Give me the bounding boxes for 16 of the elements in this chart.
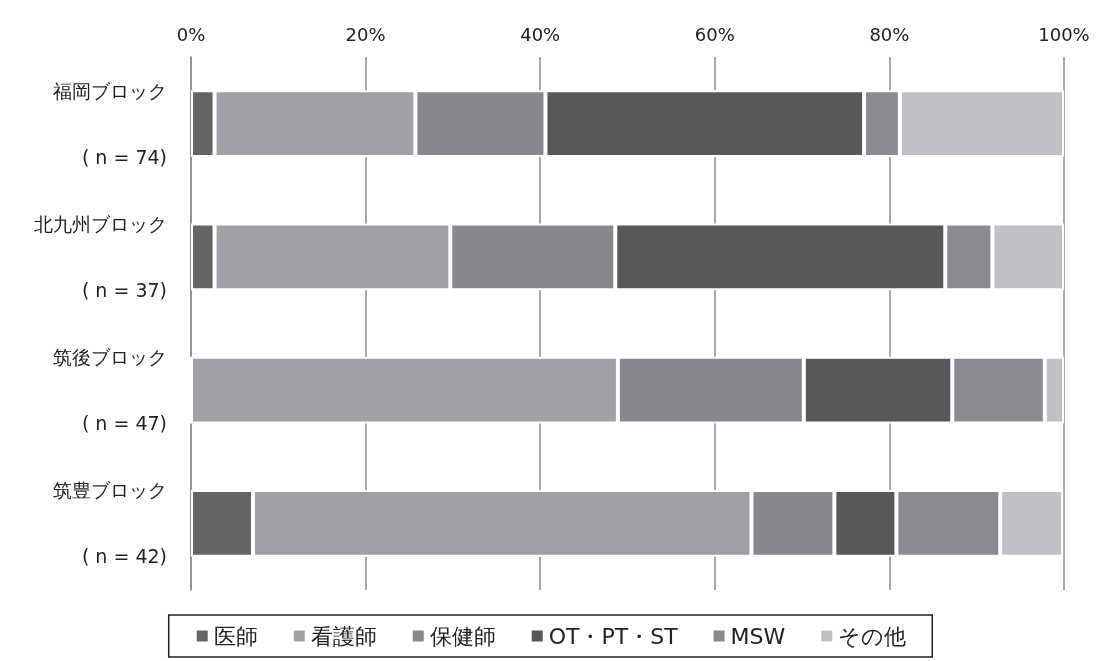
legend-label: OT・PT・ST	[548, 623, 679, 649]
x-tick-label: 100%	[1038, 23, 1090, 45]
category-label: 福岡ブロック ( n = 74)	[53, 79, 167, 168]
legend-label: MSW	[730, 623, 786, 649]
category-label: 北九州ブロック ( n = 37)	[34, 212, 167, 301]
x-tick-label: 0%	[176, 23, 206, 45]
x-tick-label: 40%	[520, 23, 561, 45]
legend-label: 医師	[213, 623, 258, 649]
x-tick-label: 60%	[694, 23, 735, 45]
legend-label: 保健師	[429, 623, 496, 649]
legend-label: その他	[838, 623, 907, 649]
legend-label: 看護師	[310, 623, 377, 649]
x-tick-label: 20%	[345, 23, 386, 45]
category-label: 筑後ブロック ( n = 47)	[53, 346, 167, 435]
category-label: 筑豊ブロック ( n = 42)	[53, 479, 167, 568]
x-tick-label: 80%	[869, 23, 910, 45]
